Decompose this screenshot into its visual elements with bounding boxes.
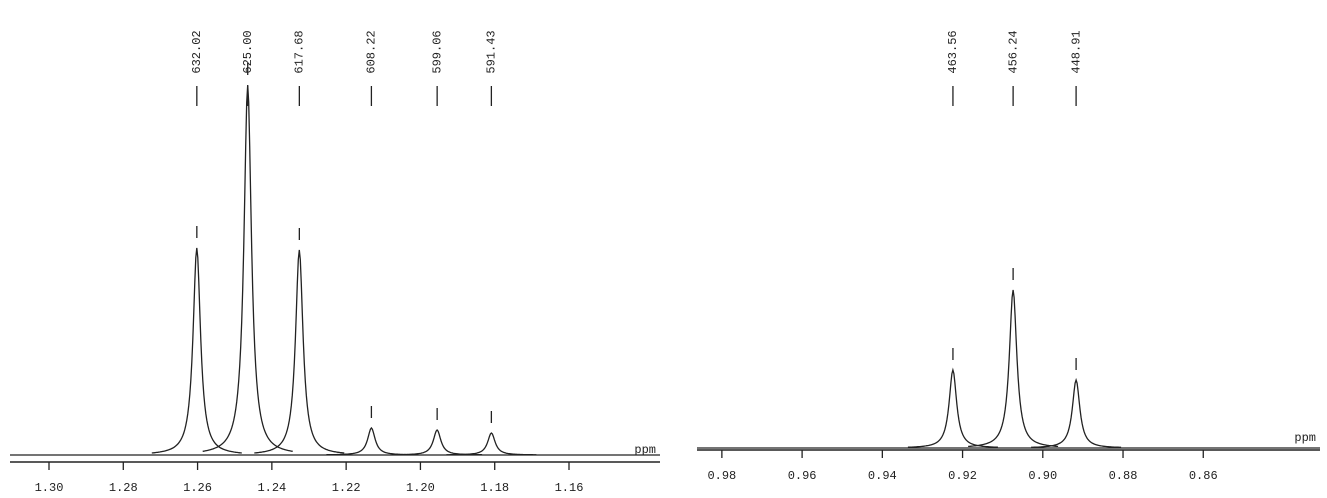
- x-tick-label: 1.24: [257, 481, 286, 495]
- x-tick-label: 1.20: [406, 481, 435, 495]
- spectrum-peak: [968, 290, 1058, 446]
- x-tick-label: 1.28: [109, 481, 138, 495]
- peak-label: 456.24: [1006, 30, 1020, 73]
- spectrum-peak: [152, 248, 242, 453]
- x-tick-label: 0.88: [1109, 469, 1138, 483]
- spectrum-peak: [326, 428, 416, 455]
- spectrum-peak: [1031, 380, 1121, 447]
- x-tick-label: 0.94: [868, 469, 897, 483]
- spectrum-peak: [203, 85, 293, 451]
- x-axis-unit: ppm: [634, 443, 656, 457]
- peak-label: 448.91: [1069, 30, 1083, 73]
- x-tick-label: 0.86: [1189, 469, 1218, 483]
- x-tick-label: 0.92: [948, 469, 977, 483]
- x-axis-unit: ppm: [1294, 431, 1316, 445]
- x-tick-label: 1.16: [555, 481, 584, 495]
- peak-label: 617.68: [293, 30, 307, 73]
- x-tick-label: 1.30: [35, 481, 64, 495]
- peak-label: 599.06: [430, 30, 444, 73]
- spectrum-peak: [908, 370, 998, 447]
- spectrum-peak: [392, 430, 482, 455]
- spectrum-figure: ppm 1.30 1.28 1.26 1.24 1.22 1.20 1.18 1.16 632.0…: [0, 0, 1327, 498]
- peak-label: 591.43: [485, 30, 499, 73]
- x-tick-label: 0.90: [1028, 469, 1057, 483]
- x-tick-label: 1.18: [480, 481, 509, 495]
- x-tick-label: 0.96: [788, 469, 817, 483]
- peak-label: 608.22: [365, 30, 379, 73]
- spectrum-peak: [254, 250, 344, 453]
- page: ppm 1.30 1.28 1.26 1.24 1.22 1.20 1.18 1.16 632.0…: [0, 0, 1327, 498]
- peak-label: 625.00: [241, 30, 255, 73]
- peak-label: 632.02: [190, 30, 204, 73]
- x-tick-label: 1.22: [332, 481, 361, 495]
- peak-label: 463.56: [946, 30, 960, 73]
- x-tick-label: 1.26: [183, 481, 212, 495]
- x-tick-label: 0.98: [707, 469, 736, 483]
- spectrum-peak: [446, 433, 536, 455]
